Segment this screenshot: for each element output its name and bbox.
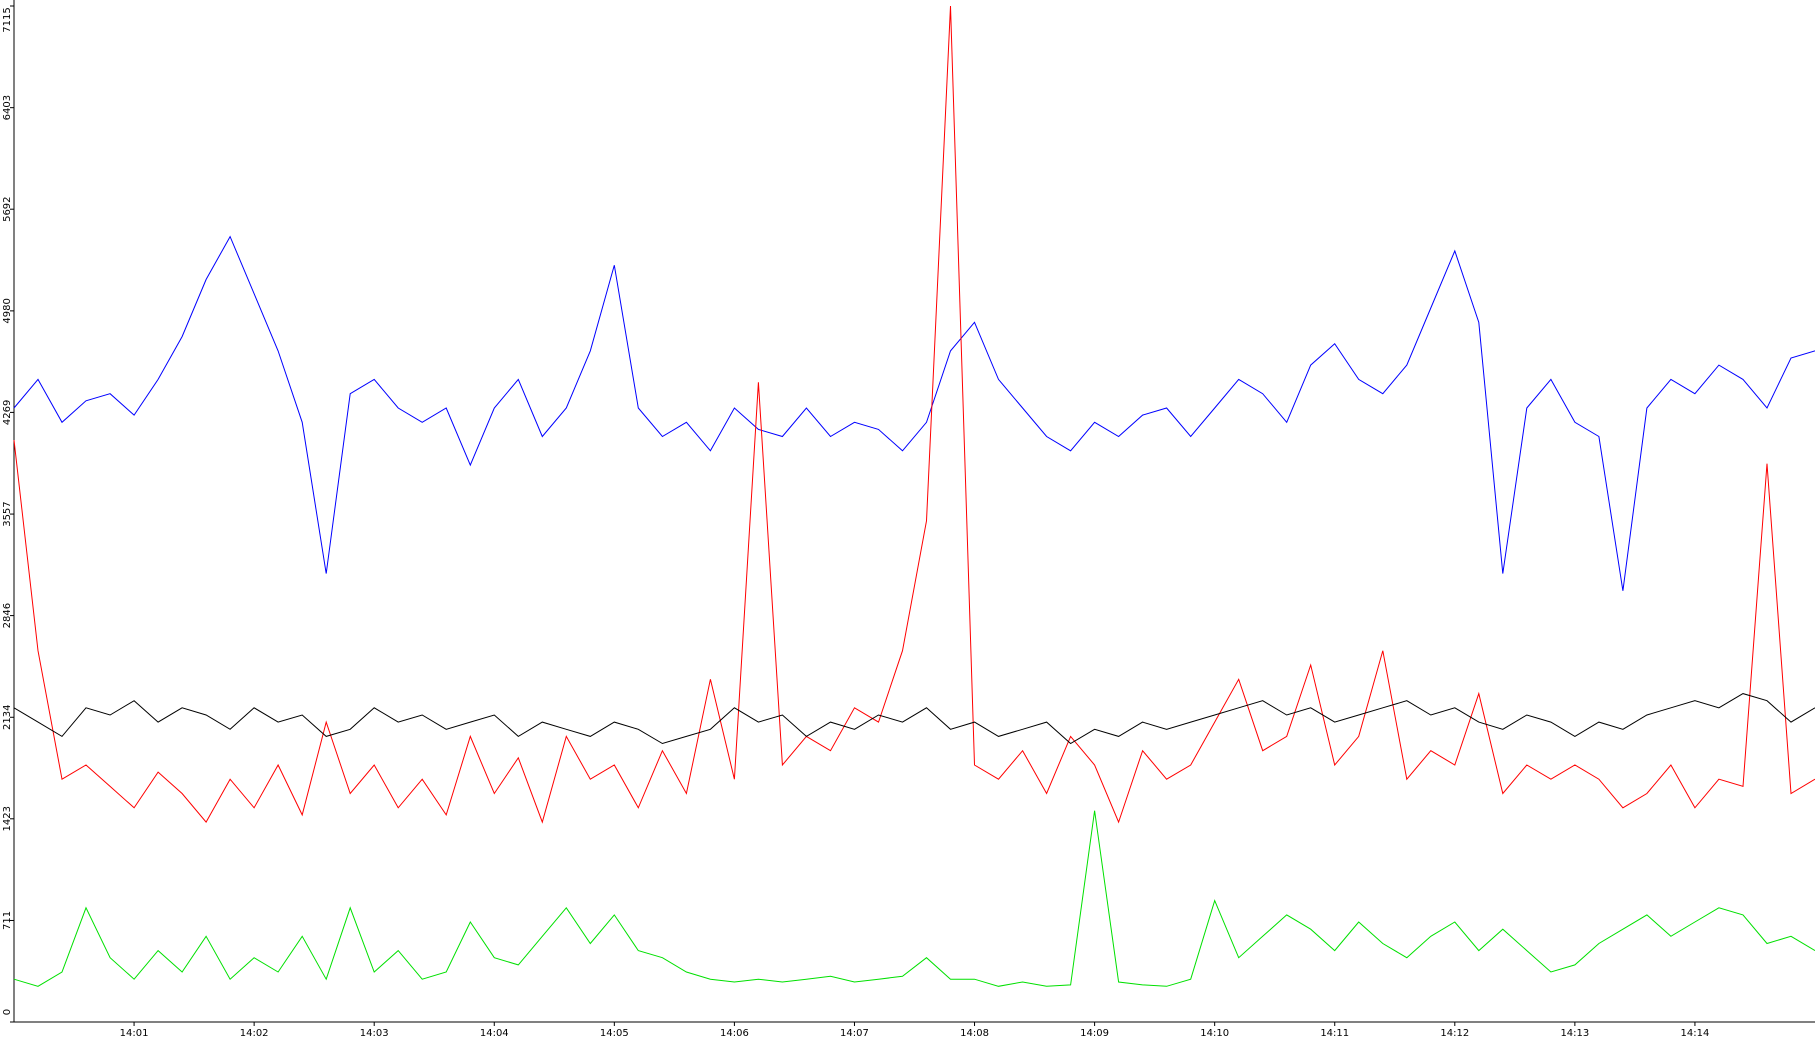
x-tick-label: 14:02: [240, 1028, 269, 1039]
x-tick-label: 14:01: [120, 1028, 149, 1039]
y-tick-label: 7115: [2, 7, 13, 32]
y-tick-label: 2134: [2, 705, 13, 730]
y-tick-label: 711: [2, 911, 13, 930]
x-tick-label: 14:14: [1681, 1028, 1710, 1039]
x-tick-label: 14:08: [960, 1028, 989, 1039]
y-tick-label: 4980: [2, 298, 13, 323]
x-tick-label: 14:07: [840, 1028, 869, 1039]
x-tick-label: 14:03: [360, 1028, 389, 1039]
y-tick-label: 2846: [2, 603, 13, 628]
x-tick-label: 14:12: [1440, 1028, 1469, 1039]
series-line: [13, 810, 1815, 987]
x-tick-label: 14:04: [480, 1028, 509, 1039]
x-tick-label: 14:11: [1320, 1028, 1349, 1039]
series-line: [13, 693, 1815, 745]
x-tick-label: 14:13: [1560, 1028, 1589, 1039]
x-tick-label: 14:06: [720, 1028, 749, 1039]
y-tick-label: 3557: [2, 501, 13, 526]
y-tick-label: 6403: [2, 95, 13, 120]
series-line: [13, 235, 1815, 591]
y-tick-label: 5692: [2, 196, 13, 221]
x-tick-label: 14:10: [1200, 1028, 1229, 1039]
series-line: [13, 5, 1815, 824]
y-tick-label: 4269: [2, 400, 13, 425]
y-tick-label: 1423: [2, 806, 13, 831]
x-tick-label: 14:09: [1080, 1028, 1109, 1039]
y-tick-label: 0: [2, 1009, 13, 1015]
x-tick-label: 14:05: [600, 1028, 629, 1039]
